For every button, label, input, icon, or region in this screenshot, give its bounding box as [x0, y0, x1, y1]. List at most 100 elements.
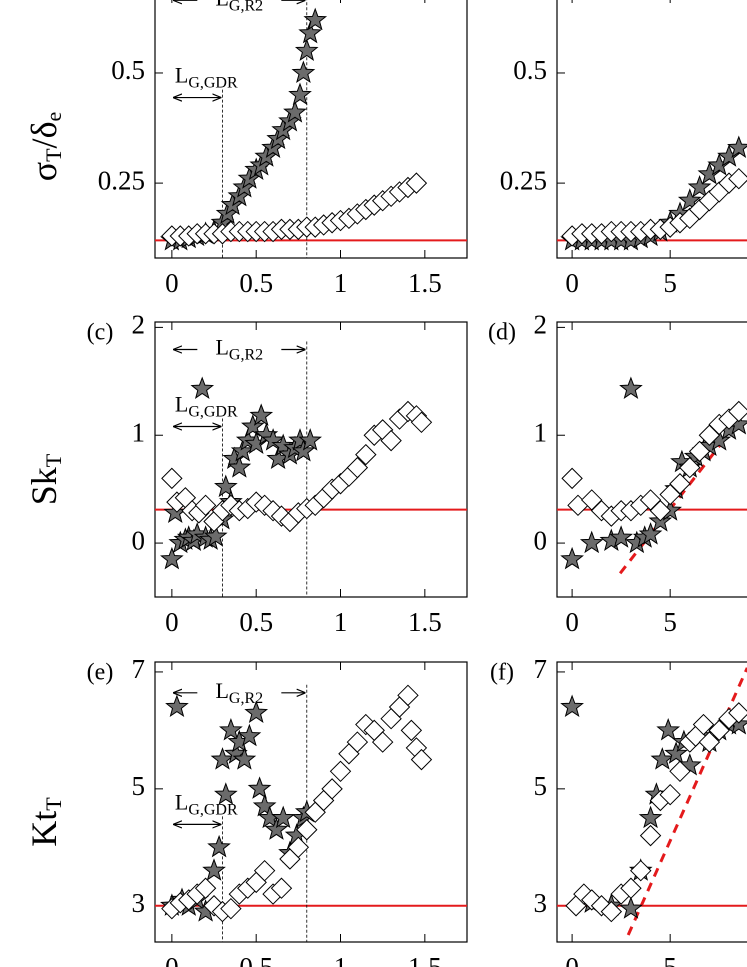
star-point — [249, 403, 274, 426]
star-point — [202, 858, 226, 881]
y-axis-label-sub: T — [41, 148, 66, 162]
y-axis-label-main: /δ — [24, 121, 64, 148]
y-tick-label: 0.25 — [500, 165, 547, 195]
y-axis-label: KtT — [24, 797, 66, 847]
length-annotation: LG,GDR — [174, 392, 238, 597]
span-label-sub: G,GDR — [188, 74, 238, 91]
y-tick-label: 0.5 — [513, 55, 547, 85]
diamond-point — [728, 702, 747, 724]
plot-frame — [154, 321, 468, 598]
star-point — [294, 38, 319, 61]
diamond-point — [194, 494, 217, 517]
diamond-point — [639, 824, 662, 847]
span-label-sub: G,GDR — [188, 403, 238, 420]
star-point — [560, 546, 584, 570]
diamond-point — [561, 467, 583, 490]
diamond-point — [728, 167, 747, 190]
x-tick-label: 1.5 — [408, 607, 442, 637]
y-axis-label-sub: e — [41, 112, 66, 122]
star-point — [283, 100, 307, 123]
star-point — [619, 896, 643, 919]
y-tick-label: 7 — [132, 654, 146, 684]
star-point — [264, 817, 289, 840]
diamond-point — [397, 684, 419, 707]
diamond-point — [355, 443, 377, 466]
star-point — [291, 60, 316, 84]
y-axis-label-main: Sk — [24, 467, 64, 505]
diamond-point — [270, 877, 293, 899]
y-axis-label-sub: T — [41, 453, 66, 467]
star-point — [165, 694, 189, 718]
plot-frame — [154, 0, 468, 259]
y-tick-label: 3 — [132, 888, 146, 918]
x-tick-label: 1 — [334, 268, 348, 298]
star-point — [664, 741, 688, 764]
length-annotation: LG,R2 — [174, 678, 308, 942]
y-tick-label: 5 — [534, 771, 548, 801]
y-tick-label: 2 — [534, 310, 548, 340]
panel: 0 5 0 1 2 (d) — [488, 310, 747, 637]
x-tick-label: 0 — [165, 268, 179, 298]
diamond-point — [620, 877, 642, 899]
span-label-sub: G,R2 — [229, 689, 263, 706]
length-annotation: LG,R2 — [174, 335, 308, 597]
diamond-point — [649, 500, 672, 522]
diamond-point — [321, 778, 343, 800]
y-axis-label-main: Kt — [24, 811, 64, 847]
star-point — [619, 376, 643, 399]
y-tick-label: 2 — [132, 310, 146, 340]
x-tick-label: 5 — [663, 952, 677, 967]
y-axis-label: σT/δe — [24, 112, 66, 182]
span-label-main: L — [215, 335, 228, 360]
star-point — [219, 717, 243, 741]
star-point — [207, 834, 231, 858]
span-label: LG,GDR — [175, 392, 238, 421]
panel: 0 5 0.25 0.5 — [500, 0, 747, 298]
diamond-point — [708, 719, 730, 742]
y-tick-label: 1 — [132, 417, 146, 447]
star-point — [247, 776, 272, 799]
diamond-point — [659, 783, 681, 806]
star-point — [298, 428, 322, 451]
diamond-point — [410, 411, 433, 434]
diamond-point — [371, 731, 394, 753]
y-tick-label: 0 — [132, 525, 146, 555]
plot-frame — [556, 661, 747, 943]
star-point — [160, 546, 184, 570]
diamond-point — [679, 456, 701, 479]
diamond-point — [728, 400, 747, 423]
diamond-point — [329, 760, 352, 783]
y-tick-label: 7 — [534, 654, 548, 684]
y-tick-label: 1 — [534, 417, 548, 447]
diamond-point — [669, 473, 691, 495]
diamond-point — [669, 760, 691, 783]
x-tick-label: 1.5 — [408, 268, 442, 298]
y-axis-label-sub: T — [41, 797, 66, 811]
x-tick-label: 0 — [165, 607, 179, 637]
star-point — [638, 522, 663, 545]
star-point — [609, 525, 633, 548]
diamond-point — [296, 819, 318, 841]
span-label-sub: G,GDR — [188, 801, 238, 818]
star-point — [214, 782, 238, 805]
star-point — [298, 20, 322, 44]
star-point — [237, 723, 262, 747]
x-tick-label: 0 — [565, 607, 579, 637]
x-tick-label: 0 — [565, 268, 579, 298]
y-tick-label: 0.5 — [111, 55, 145, 85]
star-point — [227, 455, 252, 478]
span-label: LG,R2 — [215, 678, 263, 707]
star-point — [232, 747, 257, 770]
x-tick-label: 0.5 — [239, 607, 273, 637]
length-annotation: LG,R2 — [174, 0, 308, 258]
span-label-sub: G,R2 — [229, 0, 263, 14]
x-tick-label: 0.5 — [239, 952, 273, 967]
x-tick-label: 0 — [565, 952, 579, 967]
y-tick-label: 0.25 — [98, 165, 145, 195]
star-point — [261, 428, 285, 451]
trend-line — [626, 667, 747, 936]
span-label: LG,GDR — [175, 63, 238, 92]
